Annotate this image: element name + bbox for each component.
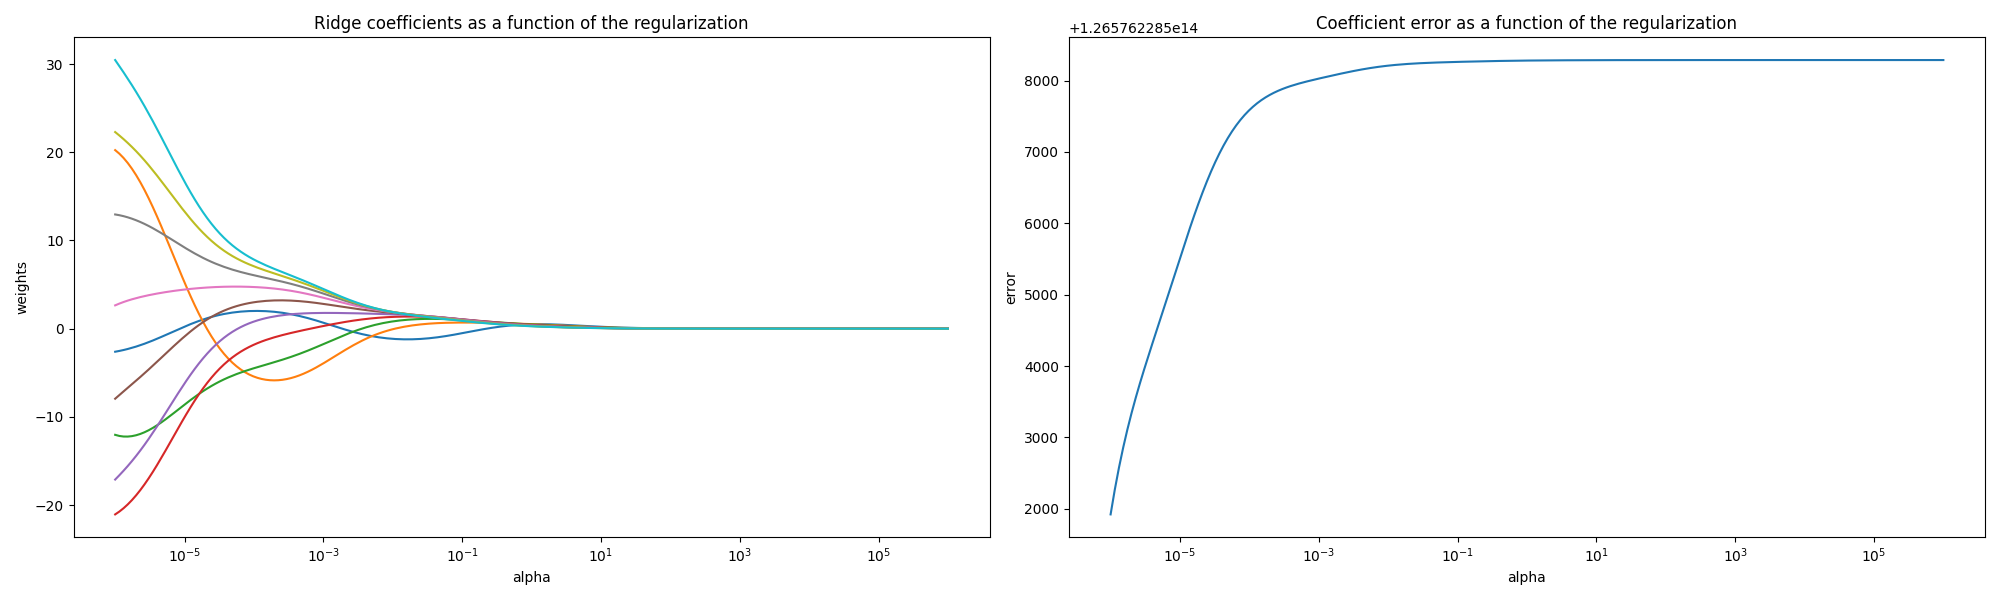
Y-axis label: weights: weights <box>14 260 28 314</box>
Title: Ridge coefficients as a function of the regularization: Ridge coefficients as a function of the … <box>314 15 748 33</box>
X-axis label: alpha: alpha <box>1508 571 1546 585</box>
Y-axis label: error: error <box>1004 271 1018 304</box>
X-axis label: alpha: alpha <box>512 571 550 585</box>
Title: Coefficient error as a function of the regularization: Coefficient error as a function of the r… <box>1316 15 1738 33</box>
